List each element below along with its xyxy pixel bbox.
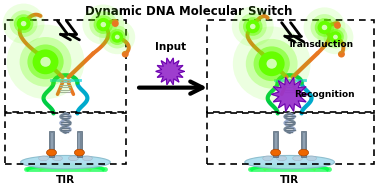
Circle shape — [254, 46, 290, 81]
Bar — [207, 112, 374, 164]
Bar — [301, 131, 306, 157]
Text: TIR: TIR — [56, 175, 75, 185]
Bar — [78, 133, 81, 155]
Circle shape — [246, 39, 297, 89]
Bar — [51, 133, 53, 155]
Circle shape — [99, 20, 135, 54]
Circle shape — [101, 22, 106, 27]
Circle shape — [327, 29, 344, 45]
Circle shape — [246, 20, 260, 33]
Ellipse shape — [271, 149, 280, 156]
Ellipse shape — [74, 149, 84, 156]
Circle shape — [93, 15, 113, 34]
Circle shape — [334, 22, 341, 29]
Circle shape — [40, 57, 51, 67]
Circle shape — [112, 20, 119, 27]
Bar — [77, 131, 82, 157]
Ellipse shape — [263, 156, 273, 161]
Bar — [5, 20, 126, 113]
Circle shape — [250, 24, 256, 29]
Ellipse shape — [53, 156, 62, 161]
Ellipse shape — [245, 155, 335, 169]
Circle shape — [82, 4, 124, 45]
Circle shape — [89, 11, 117, 38]
Circle shape — [17, 17, 31, 30]
Text: TIR: TIR — [280, 175, 299, 185]
Bar — [49, 131, 54, 157]
Polygon shape — [156, 58, 184, 85]
Circle shape — [14, 14, 33, 33]
Circle shape — [322, 25, 327, 30]
Circle shape — [27, 44, 64, 79]
Ellipse shape — [307, 156, 316, 161]
Ellipse shape — [293, 156, 302, 161]
Circle shape — [122, 51, 129, 57]
Circle shape — [105, 25, 129, 49]
Circle shape — [338, 51, 345, 57]
Circle shape — [10, 10, 37, 37]
Text: Recognition: Recognition — [294, 90, 355, 99]
Ellipse shape — [46, 149, 56, 156]
Circle shape — [318, 20, 353, 54]
Circle shape — [318, 21, 332, 34]
Circle shape — [33, 49, 59, 74]
Circle shape — [233, 26, 311, 101]
Ellipse shape — [68, 156, 78, 161]
Polygon shape — [271, 77, 308, 111]
Circle shape — [239, 13, 267, 40]
Bar — [207, 20, 374, 113]
Circle shape — [266, 59, 277, 69]
Circle shape — [315, 18, 334, 37]
Circle shape — [259, 51, 285, 76]
Ellipse shape — [82, 156, 92, 161]
Circle shape — [333, 35, 338, 39]
Ellipse shape — [39, 156, 48, 161]
Circle shape — [21, 21, 26, 26]
Text: Transduction: Transduction — [288, 40, 355, 49]
Circle shape — [311, 14, 338, 41]
Circle shape — [7, 25, 84, 99]
Circle shape — [330, 31, 341, 43]
Circle shape — [115, 35, 120, 39]
Ellipse shape — [21, 155, 110, 169]
Circle shape — [20, 37, 71, 87]
Ellipse shape — [277, 156, 287, 161]
Circle shape — [111, 31, 123, 43]
Circle shape — [304, 7, 345, 47]
Circle shape — [109, 29, 125, 45]
Circle shape — [243, 17, 263, 36]
Circle shape — [96, 18, 110, 31]
Text: Input: Input — [155, 42, 186, 52]
Circle shape — [3, 4, 45, 44]
Ellipse shape — [299, 149, 308, 156]
Text: Dynamic DNA Molecular Switch: Dynamic DNA Molecular Switch — [85, 5, 293, 18]
Circle shape — [232, 7, 274, 46]
Circle shape — [324, 25, 347, 49]
Bar — [302, 133, 305, 155]
Bar — [5, 112, 126, 164]
Bar — [273, 131, 278, 157]
Bar — [275, 133, 277, 155]
